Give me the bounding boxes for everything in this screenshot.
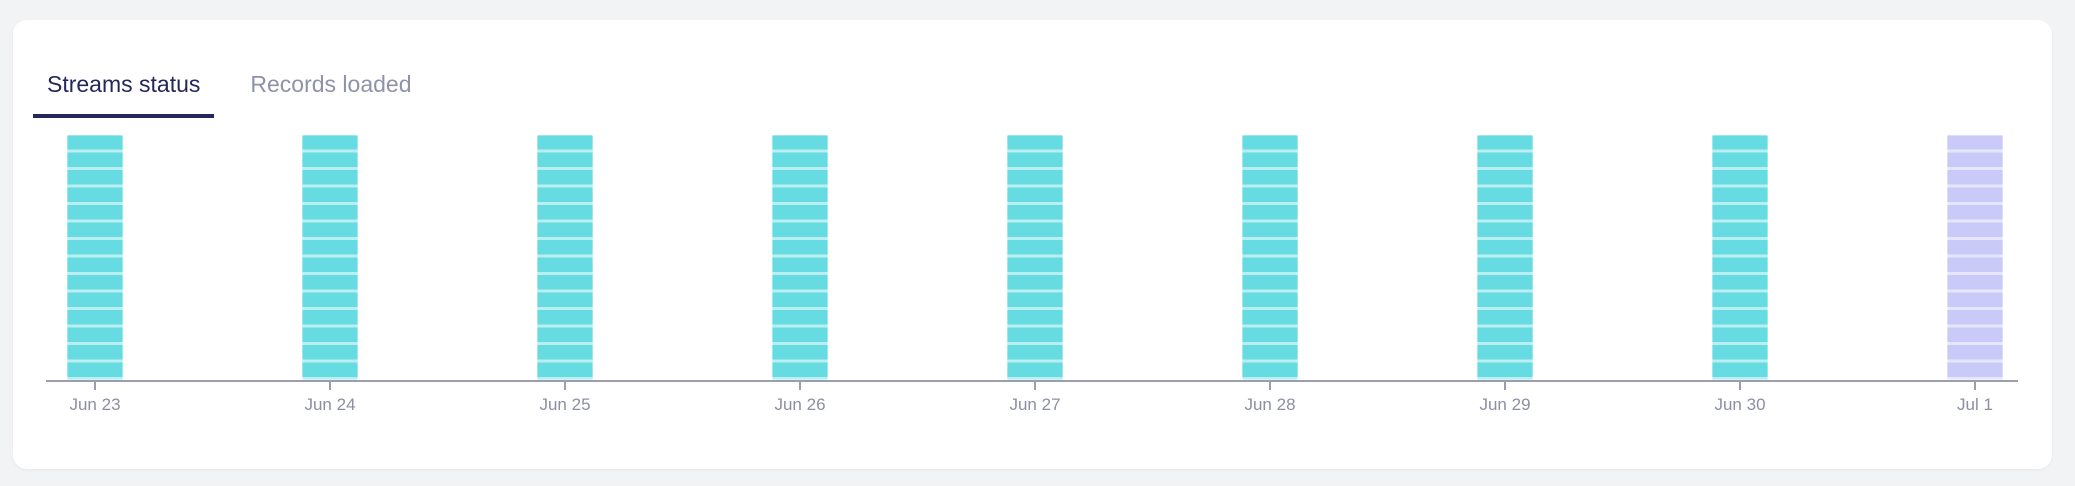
x-axis-label-jun-26: Jun 26 <box>774 395 826 414</box>
bar-jun-28[interactable] <box>1242 135 1298 380</box>
bar-jun-24[interactable] <box>302 135 358 380</box>
x-axis-label-jul-1: Jul 1 <box>1957 395 1993 414</box>
x-axis-label-jun-24: Jun 24 <box>304 395 356 414</box>
x-axis-label-jun-29: Jun 29 <box>1479 395 1531 414</box>
bar-jun-23[interactable] <box>67 135 123 380</box>
bar-jun-30[interactable] <box>1712 135 1768 380</box>
x-axis-tick-jun-25 <box>564 382 566 390</box>
x-axis-tick-jun-27 <box>1034 382 1036 390</box>
x-axis-tick-jun-24 <box>329 382 331 390</box>
tab-streams-status[interactable]: Streams status <box>33 58 215 118</box>
bar-jun-25[interactable] <box>537 135 593 380</box>
bar-jun-27[interactable] <box>1007 135 1063 380</box>
x-axis-label-jun-23: Jun 23 <box>69 395 121 414</box>
bar-jul-1[interactable] <box>1947 135 2003 380</box>
tab-records-loaded[interactable]: Records loaded <box>250 71 412 97</box>
x-axis-label-jun-25: Jun 25 <box>539 395 591 414</box>
chart: Jun 23 Jun 24 Jun 25 Jun 26 Jun 27 Jun 28 Jun … <box>13 20 2052 469</box>
tab-bar: Streams status Records loaded <box>33 58 426 118</box>
bar-jun-29[interactable] <box>1477 135 1533 380</box>
x-axis-tick-jun-30 <box>1739 382 1741 390</box>
x-axis-label-jun-28: Jun 28 <box>1244 395 1296 414</box>
bar-jun-26[interactable] <box>772 135 828 380</box>
x-axis-tick-jun-28 <box>1269 382 1271 390</box>
chart-card: Streams status Records loaded Jun 23 Jun … <box>13 20 2052 469</box>
x-axis-tick-jun-29 <box>1504 382 1506 390</box>
x-axis-tick-jul-1 <box>1974 382 1976 390</box>
x-axis-tick-jun-23 <box>94 382 96 390</box>
x-axis-label-jun-30: Jun 30 <box>1714 395 1766 414</box>
x-axis-label-jun-27: Jun 27 <box>1009 395 1061 414</box>
x-axis-tick-jun-26 <box>799 382 801 390</box>
x-axis-line <box>46 380 2018 382</box>
